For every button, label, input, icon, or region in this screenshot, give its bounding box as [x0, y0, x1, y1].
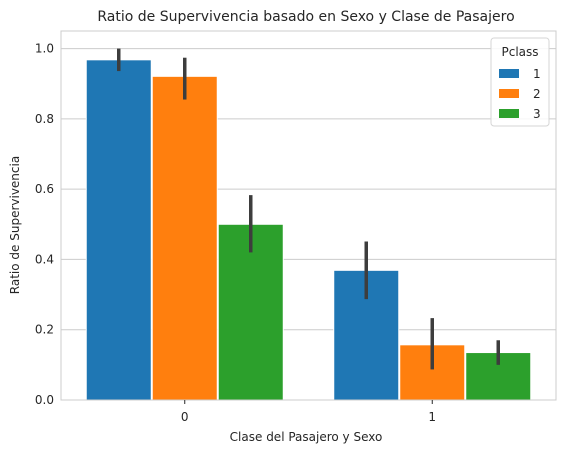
chart-title: Ratio de Supervivencia basado en Sexo y …	[97, 9, 514, 25]
legend-title: Pclass	[501, 45, 538, 59]
legend-box	[490, 37, 550, 127]
error-bars	[117, 48, 500, 370]
y-tick-label: 1.0	[35, 42, 54, 56]
bars	[85, 59, 532, 401]
legend-swatch	[499, 69, 519, 78]
legend-entry: 1	[533, 67, 541, 81]
legend-entry: 2	[533, 87, 541, 101]
plot-frame	[60, 30, 557, 401]
y-tick-labels: 0.0 0.2 0.4 0.6 0.8 1.0	[35, 42, 54, 407]
legend: Pclass 1 2 3	[490, 37, 550, 127]
x-axis-label: Clase del Pasajero y Sexo	[230, 430, 383, 444]
legend-entry: 3	[533, 107, 541, 121]
bar	[85, 59, 152, 401]
bar	[151, 75, 218, 401]
y-tick-label: 0.2	[35, 323, 54, 337]
legend-swatch	[499, 109, 519, 118]
y-tick-label: 0.0	[35, 393, 54, 407]
y-tick-label: 0.6	[35, 182, 54, 196]
x-tick-label: 0	[181, 410, 189, 424]
x-tick-label: 1	[428, 410, 436, 424]
y-axis-label: Ratio de Supervivencia	[8, 156, 22, 294]
y-tick-label: 0.8	[35, 112, 54, 126]
legend-swatch	[499, 89, 519, 98]
y-tick-label: 0.4	[35, 252, 54, 266]
